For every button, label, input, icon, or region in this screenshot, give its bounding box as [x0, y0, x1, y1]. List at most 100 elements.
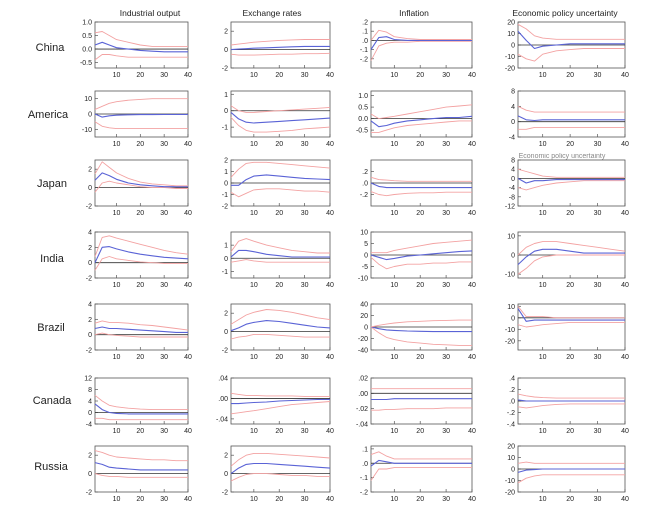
- upper-band-line: [517, 105, 625, 113]
- panel-india-industrial-output: 420-210 20 30 40: [86, 230, 192, 290]
- y-tick-label: 10: [507, 31, 515, 38]
- x-tick-label: 10: [539, 72, 547, 79]
- y-tick-label: .1: [362, 29, 368, 36]
- y-tick-label: 20: [507, 20, 515, 27]
- lower-band-line: [370, 256, 472, 270]
- lower-band-line: [517, 254, 625, 275]
- y-tick-label: -1: [222, 125, 228, 132]
- y-tick-label: 8: [88, 387, 92, 394]
- y-tick-label: 0: [224, 256, 228, 263]
- x-tick-label: 40: [621, 354, 629, 361]
- x-tick-label: 40: [468, 354, 476, 361]
- lower-band-line: [371, 407, 472, 411]
- y-tick-label: 10: [507, 233, 515, 240]
- y-tick-label: 0: [511, 253, 515, 260]
- row-label-china: China: [36, 42, 66, 54]
- x-tick-label: 20: [275, 354, 283, 361]
- y-tick-label: -10: [505, 478, 515, 485]
- response-line: [517, 30, 625, 50]
- y-tick-label: -10: [82, 127, 92, 134]
- x-tick-label: 10: [390, 141, 398, 148]
- response-line: [517, 177, 625, 184]
- x-tick-label: 10: [113, 428, 121, 435]
- upper-band-line: [230, 238, 330, 254]
- x-tick-label: 40: [184, 282, 192, 289]
- y-tick-label: 0: [224, 108, 228, 115]
- panel-frame: [230, 231, 331, 279]
- x-tick-label: 30: [594, 428, 602, 435]
- x-tick-label: 10: [113, 141, 121, 148]
- x-tick-label: 30: [160, 354, 168, 361]
- x-tick-label: 40: [184, 496, 192, 503]
- y-tick-label: 0: [224, 471, 228, 478]
- y-tick-label: 0: [224, 47, 228, 54]
- x-tick-label: 20: [136, 428, 144, 435]
- lower-band-line: [517, 321, 625, 328]
- response-line: [231, 398, 330, 405]
- y-tick-label: 0: [88, 410, 92, 417]
- x-tick-label: 20: [416, 210, 424, 217]
- panel-china-exchange-rates: 20-210 20 30 40: [222, 21, 334, 79]
- y-tick-label: -.04: [216, 416, 228, 423]
- panel-america-industrial-output: 10 0 -10 10 20 30 40: [82, 90, 192, 148]
- x-tick-label: 30: [301, 354, 309, 361]
- x-tick-label: 10: [539, 282, 547, 289]
- y-tick-label: 0: [88, 112, 92, 119]
- lower-band-line: [94, 54, 188, 61]
- upper-band-line: [94, 320, 189, 331]
- x-tick-label: 30: [442, 496, 450, 503]
- lower-band-line: [94, 473, 188, 478]
- y-tick-label: 0: [364, 325, 368, 332]
- y-tick-label: 20: [360, 313, 368, 320]
- upper-band-line: [370, 104, 473, 120]
- upper-band-line: [94, 31, 188, 47]
- y-tick-label: -2: [86, 490, 92, 497]
- x-tick-label: 10: [390, 210, 398, 217]
- x-tick-label: 30: [594, 72, 602, 79]
- x-tick-label: 40: [184, 354, 192, 361]
- lower-band-line: [517, 474, 625, 484]
- x-tick-label: 30: [594, 282, 602, 289]
- y-tick-label: 10: [84, 96, 92, 103]
- x-tick-label: 10: [113, 282, 121, 289]
- x-tick-label: 40: [326, 210, 334, 217]
- response-line: [517, 115, 625, 122]
- x-tick-label: 40: [184, 141, 192, 148]
- lower-band-line: [230, 52, 331, 56]
- y-tick-label: 10: [507, 455, 515, 462]
- panel-frame: [230, 445, 331, 493]
- panel-india-exchange-rates: 10-110 20 30 40: [222, 231, 334, 289]
- lower-band-line: [518, 126, 625, 130]
- panel-america-exchange-rates: 10-110 20 30 40: [222, 90, 334, 148]
- x-tick-label: 10: [113, 72, 121, 79]
- upper-band-line: [517, 393, 625, 399]
- x-tick-label: 40: [621, 72, 629, 79]
- row-label-brazil: Brazil: [37, 322, 65, 334]
- upper-band-line: [370, 451, 472, 460]
- y-tick-label: -2: [222, 348, 228, 355]
- upper-band-line: [94, 235, 189, 257]
- panel-frame: [230, 90, 331, 138]
- x-tick-label: 10: [113, 496, 121, 503]
- response-line: [94, 462, 188, 471]
- x-tick-label: 40: [184, 428, 192, 435]
- x-tick-label: 20: [136, 141, 144, 148]
- y-tick-label: -1: [222, 269, 228, 276]
- upper-band-line: [230, 392, 330, 397]
- x-tick-label: 20: [275, 428, 283, 435]
- y-tick-label: .0: [362, 461, 368, 468]
- panel-japan-inflation: .2 .0 -.2 10 20 30 40: [360, 159, 476, 217]
- y-tick-label: -2: [222, 66, 228, 73]
- y-tick-label: .0: [362, 181, 368, 188]
- y-tick-label: -.2: [507, 410, 515, 417]
- y-tick-label: 8: [511, 158, 515, 165]
- x-tick-label: 20: [416, 72, 424, 79]
- x-tick-label: 30: [442, 141, 450, 148]
- y-tick-label: -.1: [360, 47, 368, 54]
- x-tick-label: 40: [468, 72, 476, 79]
- y-tick-label: 0: [511, 315, 515, 322]
- y-tick-label: 0: [511, 43, 515, 50]
- x-tick-label: 40: [468, 282, 476, 289]
- panel-china-economic-policy-uncertainty: 20 10 0 -10 -20 10 20 30 40: [505, 20, 629, 80]
